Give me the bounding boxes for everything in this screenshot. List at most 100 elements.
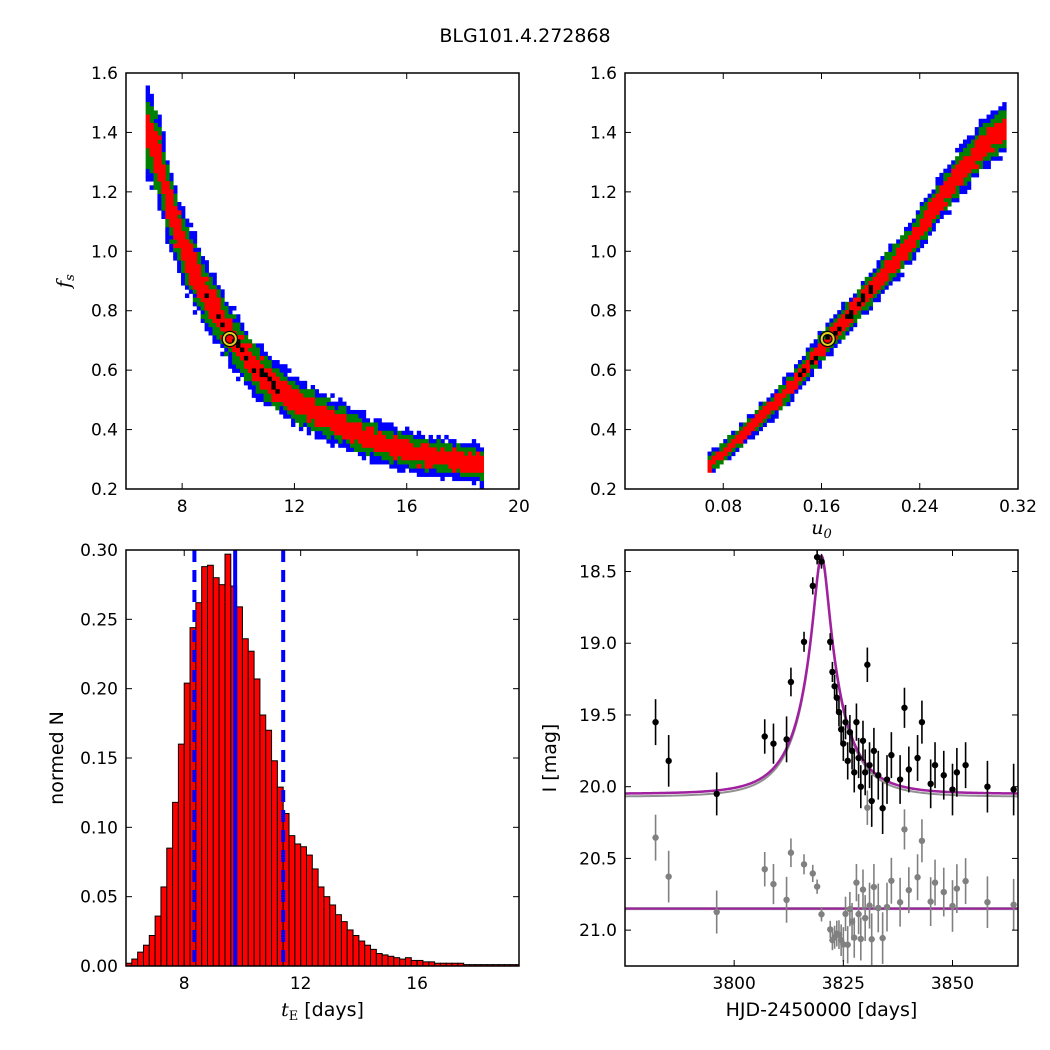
fs-u0-cell (817, 330, 822, 336)
fs-tE-cell (302, 385, 308, 390)
fs-tE-cell (157, 164, 162, 170)
fs-u0-cell (809, 347, 815, 353)
fs-tE-cell (310, 397, 316, 403)
fs-tE-cell (361, 455, 367, 461)
fs-u0-cell (715, 451, 720, 457)
data-point (859, 737, 867, 744)
fs-u0-cell (1002, 139, 1007, 145)
fs-tE-cell (165, 222, 170, 228)
fs-tE-cell (192, 235, 198, 240)
fs-tE-cell (216, 305, 221, 311)
fs-tE-cell (188, 260, 194, 265)
fs-tE-cell (326, 426, 331, 432)
fs-tE-cell (440, 476, 445, 482)
fs-tE-cell (236, 330, 241, 336)
fs-tE-cell (212, 276, 217, 282)
fs-u0-cell (904, 251, 909, 257)
fs-tE-cell (145, 93, 150, 99)
tE-hist-bar (311, 868, 319, 967)
fs-tE-cell (220, 297, 225, 303)
fs-tE-cell (196, 293, 202, 299)
fs-u0-cell (962, 181, 968, 186)
fs-u0-cell (770, 397, 775, 403)
fs-tE-cell (291, 409, 296, 415)
fs-tE-cell (161, 135, 166, 140)
fs-tE-cell (330, 430, 335, 436)
fs-u0-cell (978, 143, 984, 149)
fs-u0-cell (809, 364, 815, 369)
fs-u0-region-outer (707, 102, 1007, 473)
fs-u0-cell (856, 289, 862, 294)
fs-tE-cell (165, 177, 170, 182)
fs-u0-cell (856, 310, 862, 315)
fs-tE-cell (236, 364, 241, 369)
fs-u0-cell (911, 243, 917, 249)
fs-tE-ytick-label: 0.4 (91, 421, 118, 441)
fs-u0-cell (1002, 143, 1007, 149)
fs-tE-cell (188, 222, 194, 228)
tE-hist-bar (131, 958, 139, 967)
fs-u0-cell (719, 447, 724, 452)
fs-tE-cell (255, 385, 261, 390)
fs-u0-cell (927, 210, 932, 215)
fs-tE-cell (184, 272, 190, 278)
fs-u0-cell (825, 326, 830, 332)
fs-u0-cell (770, 418, 775, 423)
fs-u0-cell (762, 401, 767, 407)
fs-tE-cell (401, 430, 406, 436)
fs-tE-cell (342, 426, 347, 432)
fs-tE-cell (420, 468, 426, 473)
fs-u0-cell (907, 239, 913, 244)
tE-hist-bar (416, 959, 424, 967)
tE-hist-bar (142, 944, 150, 967)
fs-tE-cell (350, 434, 355, 440)
fs-u0-ytick-label: 1.6 (590, 64, 617, 84)
fs-u0-cell (841, 330, 846, 336)
fs-u0-cell (731, 434, 736, 440)
fs-u0-best-fit-marker (820, 331, 835, 346)
fs-tE-cell (287, 376, 292, 382)
fs-tE-cell (412, 434, 418, 440)
fs-tE-cell (251, 364, 257, 369)
fs-tE-cell (377, 455, 382, 461)
fs-tE-cell (177, 239, 182, 244)
fs-u0-cell (841, 326, 846, 332)
fs-tE-cell (149, 118, 154, 124)
fs-tE-cell (153, 110, 158, 115)
fs-u0-cell (786, 401, 791, 407)
fs-tE-cell (220, 343, 225, 348)
fs-tE-cell (212, 305, 217, 311)
fs-u0-cell (962, 156, 968, 161)
fs-u0-cell (943, 197, 948, 203)
fs-u0-cell (998, 156, 1003, 161)
tE-hist-bar (329, 904, 337, 967)
fs-tE-cell (448, 464, 453, 469)
fs-u0-cell (998, 139, 1003, 145)
fs-tE-cell (385, 455, 390, 461)
residual-point (713, 908, 720, 916)
fs-tE-cell (440, 464, 445, 469)
fs-tE-cell (408, 434, 414, 440)
fs-tE-cell (236, 343, 241, 348)
fs-u0-cell (931, 193, 936, 199)
fs-u0-cell (731, 439, 736, 444)
residual-point (864, 804, 871, 811)
fs-tE-cell (200, 297, 205, 303)
fs-u0-cell (715, 455, 720, 461)
fs-u0-cell (782, 401, 787, 407)
fs-u0-cell (738, 434, 744, 440)
fs-tE-cell (181, 276, 186, 282)
fs-u0-cell (982, 135, 987, 140)
fs-u0-cell (746, 434, 752, 440)
fs-tE-cell (149, 164, 154, 170)
fs-tE-cell (188, 251, 194, 257)
fs-u0-cell (939, 185, 944, 190)
fs-tE-cell (365, 443, 371, 448)
fs-tE-cell (220, 310, 225, 315)
fs-u0-cell (900, 264, 905, 269)
fs-tE-cell (287, 380, 292, 386)
fs-tE-cell (381, 459, 386, 465)
fs-tE-cell (397, 468, 402, 473)
fs-u0-cell (731, 430, 736, 436)
data-point (866, 761, 873, 769)
